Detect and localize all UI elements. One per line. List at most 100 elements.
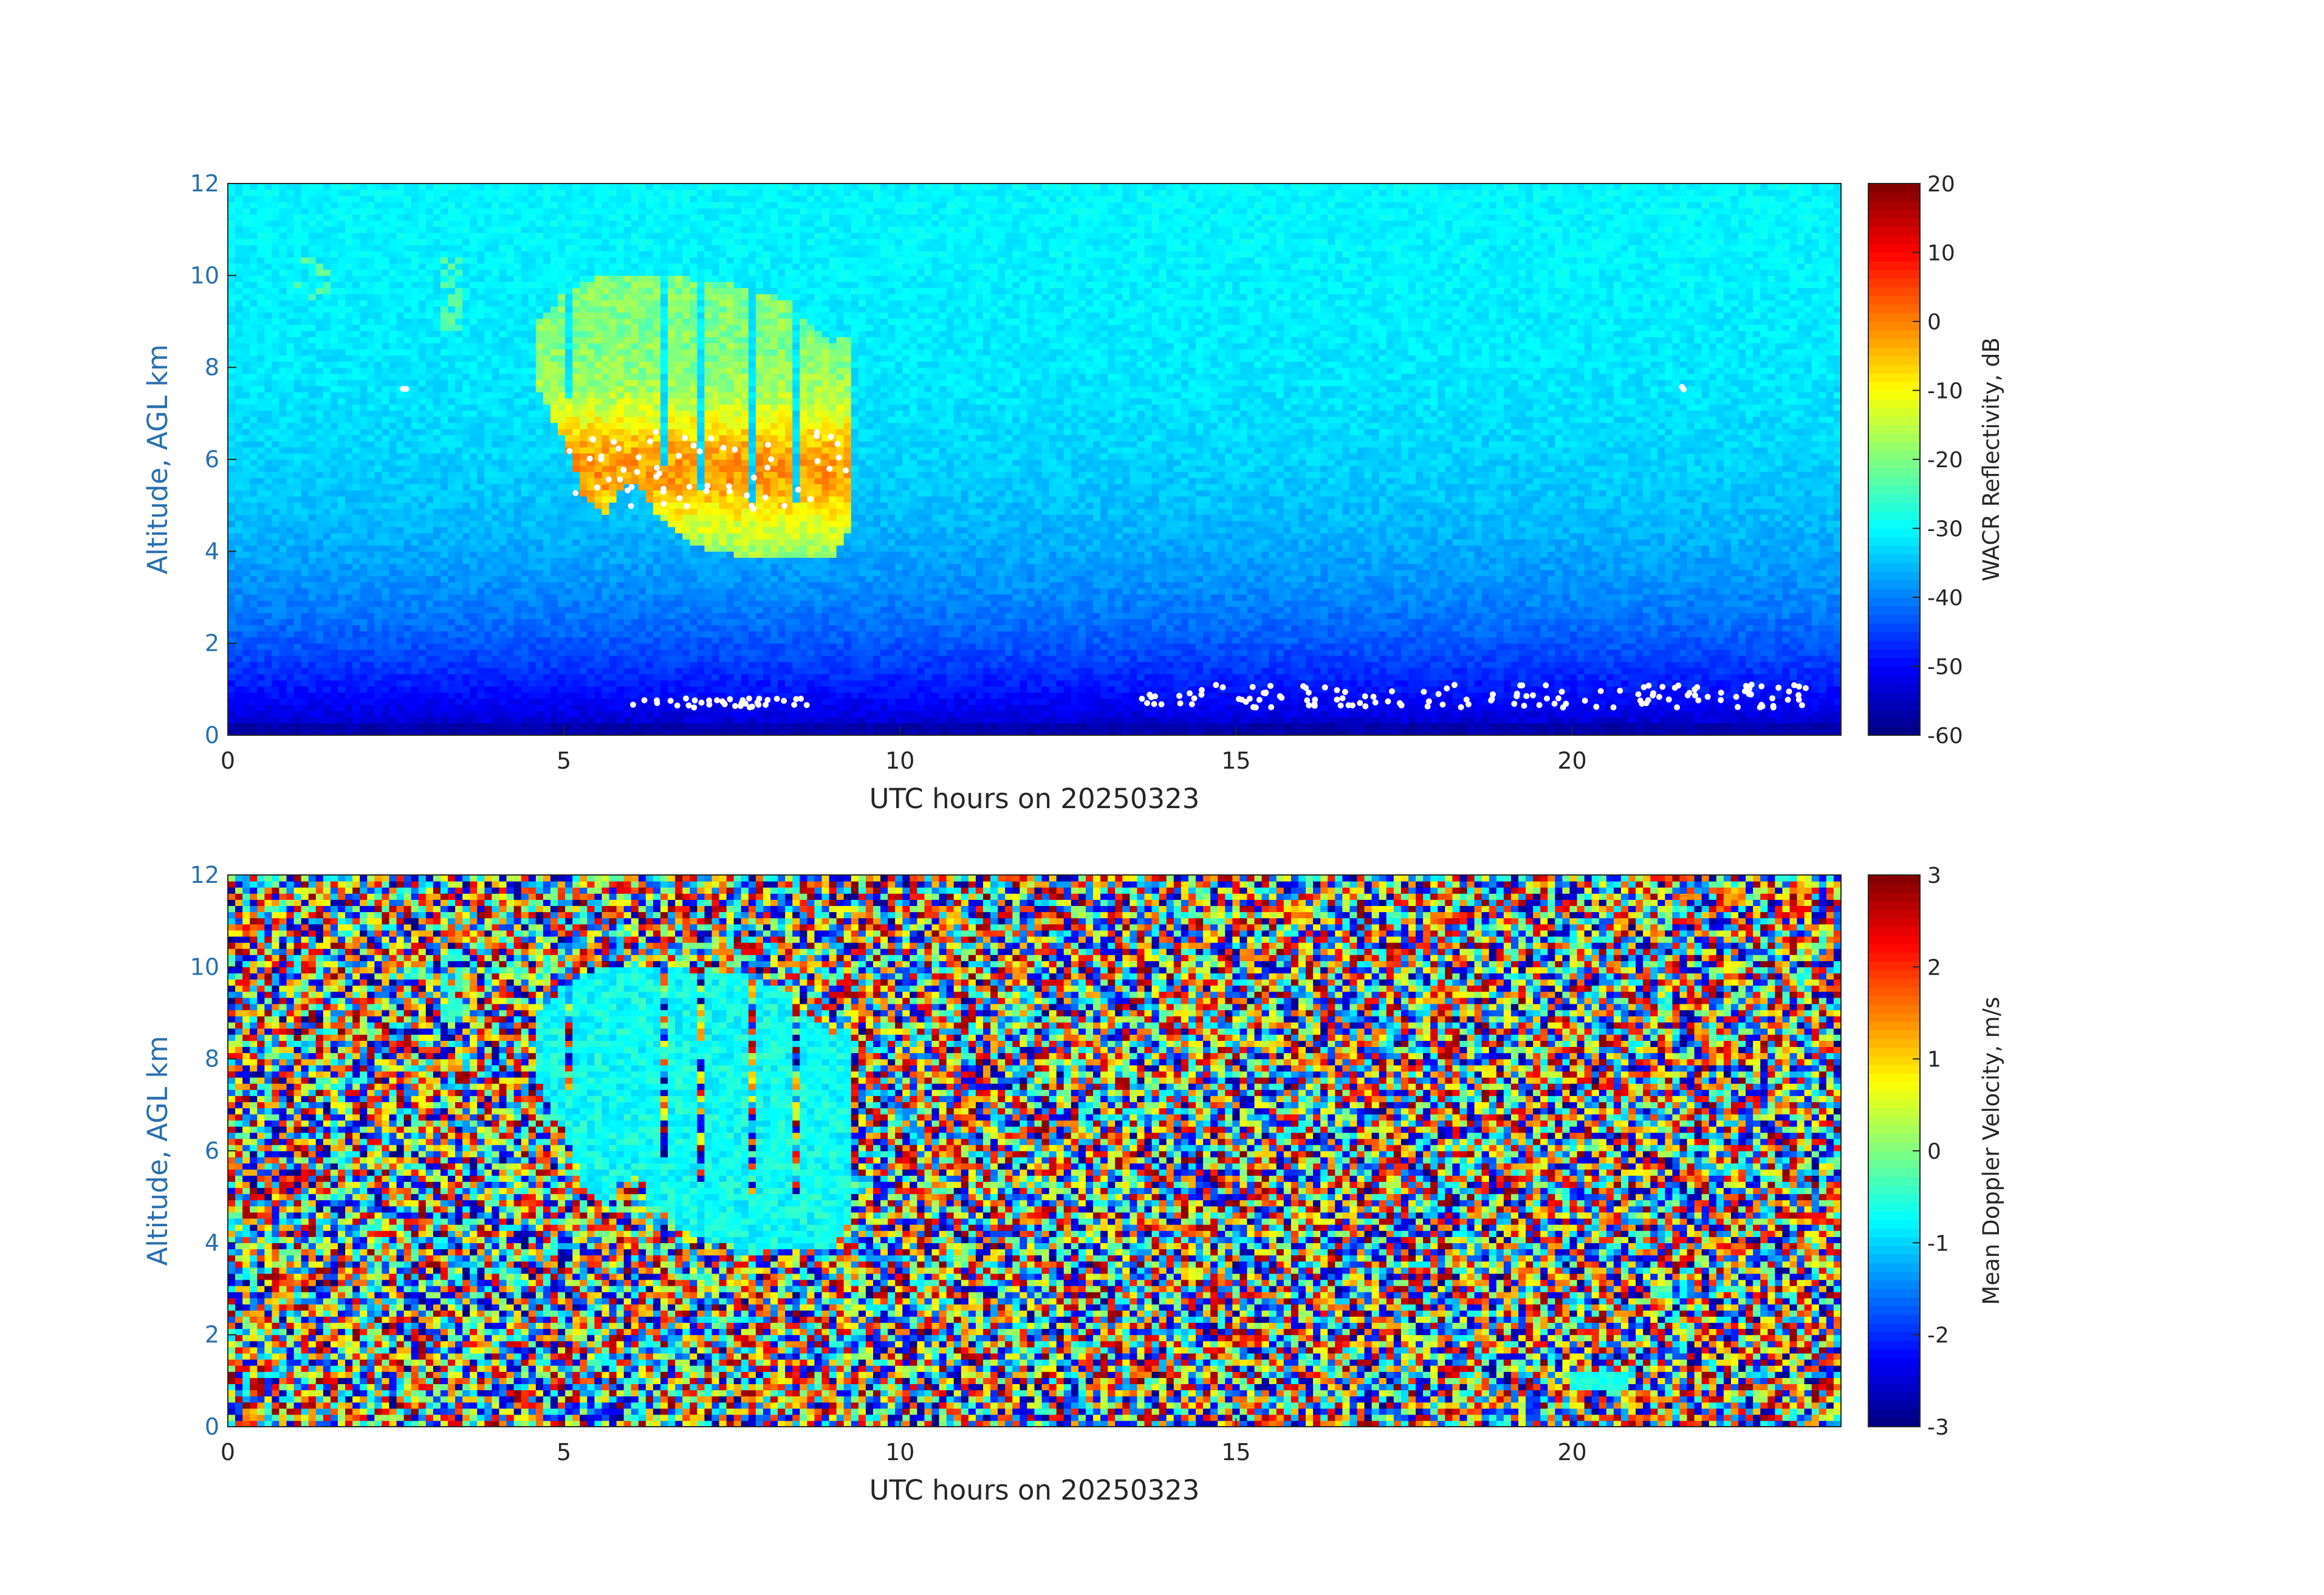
heatmap-cell <box>382 324 389 331</box>
heatmap-cell <box>331 503 338 509</box>
heatmap-cell <box>426 306 434 313</box>
heatmap-cell <box>448 263 456 270</box>
heatmap-cell <box>264 705 272 712</box>
heatmap-cell <box>448 680 456 687</box>
heatmap-cell <box>250 269 258 276</box>
heatmap-cell <box>397 184 405 190</box>
heatmap-cell <box>462 705 470 712</box>
heatmap-cell <box>352 496 360 503</box>
heatmap-cell <box>499 392 507 399</box>
heatmap-cell <box>272 422 279 429</box>
heatmap-cell <box>338 662 346 668</box>
heatmap-cell <box>382 184 389 190</box>
heatmap-cell <box>477 631 485 637</box>
heatmap-cell <box>323 404 331 411</box>
heatmap-cell <box>382 606 389 613</box>
heatmap-cell <box>279 453 287 460</box>
heatmap-cell <box>264 662 272 668</box>
heatmap-cell <box>367 281 375 288</box>
heatmap-cell <box>455 662 463 668</box>
heatmap-cell <box>507 422 515 429</box>
heatmap-cell <box>287 515 295 521</box>
heatmap-cell <box>404 380 412 386</box>
heatmap-cell <box>521 643 529 650</box>
heatmap-cell <box>345 435 353 442</box>
heatmap-cell <box>272 275 279 282</box>
heatmap-cell <box>514 331 522 337</box>
heatmap-cell <box>404 324 412 331</box>
heatmap-cell <box>235 496 243 503</box>
heatmap-cell <box>352 435 360 442</box>
heatmap-cell <box>455 374 463 380</box>
heatmap-cell <box>477 245 485 252</box>
heatmap-cell <box>235 324 243 331</box>
heatmap-cell <box>389 705 397 712</box>
heatmap-cell <box>507 312 515 319</box>
heatmap-cell <box>382 729 389 736</box>
heatmap-cell <box>367 668 375 674</box>
heatmap-cell <box>470 686 478 693</box>
heatmap-cell <box>242 221 250 227</box>
heatmap-cell <box>294 686 302 693</box>
heatmap-cell <box>389 324 397 331</box>
heatmap-cell <box>507 257 515 264</box>
heatmap-cell <box>352 527 360 533</box>
heatmap-cell <box>316 612 324 619</box>
heatmap-cell <box>360 612 368 619</box>
heatmap-cell <box>433 509 441 515</box>
heatmap-cell <box>367 263 375 270</box>
heatmap-cell <box>250 392 258 399</box>
heatmap-cell <box>309 245 317 252</box>
heatmap-cell <box>419 564 427 571</box>
heatmap-cell <box>235 374 243 380</box>
heatmap-cell <box>309 527 317 533</box>
heatmap-cell <box>367 404 375 411</box>
heatmap-cell <box>477 410 485 417</box>
heatmap-cell <box>419 643 427 650</box>
heatmap-cell <box>448 300 456 307</box>
heatmap-cell <box>448 374 456 380</box>
heatmap-cell <box>279 588 287 595</box>
heatmap-cell <box>411 619 419 625</box>
heatmap-cell <box>470 723 478 730</box>
heatmap-cell <box>323 221 331 227</box>
heatmap-cell <box>477 416 485 423</box>
heatmap-cell <box>477 263 485 270</box>
heatmap-cell <box>374 527 382 533</box>
heatmap-cell <box>287 386 295 393</box>
heatmap-cell <box>360 600 368 607</box>
heatmap-cell <box>242 692 250 699</box>
heatmap-cell <box>411 656 419 662</box>
heatmap-cell <box>397 251 405 258</box>
heatmap-cell <box>323 496 331 503</box>
heatmap-cell <box>462 723 470 730</box>
heatmap-cell <box>499 404 507 411</box>
heatmap-cell <box>389 527 397 533</box>
heatmap-cell <box>228 233 236 239</box>
heatmap-cell <box>389 723 397 730</box>
heatmap-cell <box>389 533 397 540</box>
heatmap-cell <box>455 422 463 429</box>
heatmap-cell <box>507 509 515 515</box>
heatmap-cell <box>352 453 360 460</box>
heatmap-cell <box>462 275 470 282</box>
heatmap-cell <box>448 527 456 533</box>
heatmap-cell <box>352 429 360 436</box>
heatmap-cell <box>397 527 405 533</box>
heatmap-cell <box>279 441 287 448</box>
heatmap-cell <box>345 380 353 386</box>
heatmap-cell <box>338 625 346 631</box>
heatmap-cell <box>367 490 375 496</box>
heatmap-cell <box>242 717 250 724</box>
heatmap-cell <box>331 698 338 705</box>
heatmap-cell <box>338 312 346 319</box>
heatmap-cell <box>440 521 448 527</box>
heatmap-cell <box>440 331 448 337</box>
heatmap-cell <box>345 233 353 239</box>
heatmap-cell <box>404 459 412 466</box>
heatmap-cell <box>331 202 338 208</box>
heatmap-cell <box>352 263 360 270</box>
heatmap-cell <box>316 705 324 712</box>
heatmap-cell <box>338 453 346 460</box>
heatmap-cell <box>374 570 382 577</box>
